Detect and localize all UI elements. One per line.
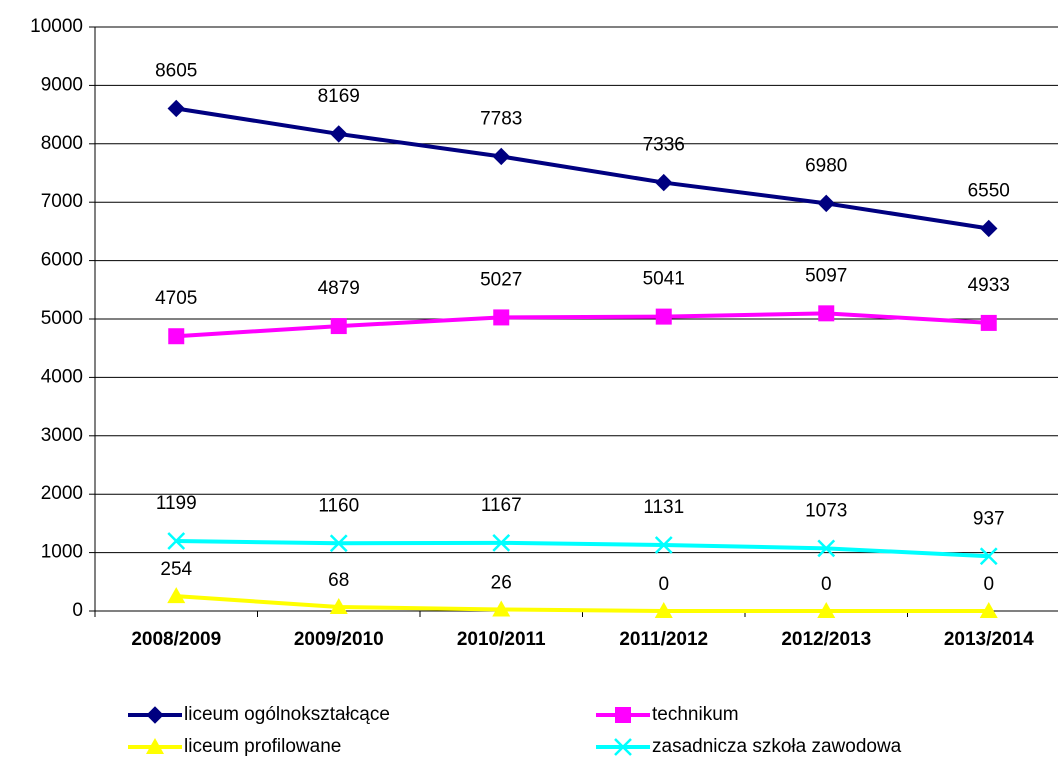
data-label: 5041 (643, 269, 685, 290)
legend-marker (146, 738, 164, 754)
data-label: 7336 (643, 135, 685, 156)
legend-marker (615, 707, 631, 723)
y-tick-label: 4000 (41, 366, 83, 387)
data-label: 0 (983, 574, 994, 595)
data-point (168, 328, 185, 345)
y-tick-label: 10000 (30, 16, 83, 37)
data-point (655, 173, 673, 192)
legend-marker (146, 706, 164, 724)
data-label: 5027 (480, 269, 522, 290)
data-point (167, 99, 185, 118)
y-tick-label: 1000 (41, 542, 83, 563)
data-point (817, 602, 836, 618)
legend-label: liceum ogólnokształcące (184, 704, 390, 725)
data-label: 7783 (480, 108, 522, 129)
data-label: 1199 (156, 493, 197, 514)
data-point (167, 587, 186, 604)
data-point (979, 547, 998, 566)
x-tick-label: 2008/2009 (131, 629, 221, 650)
data-label: 6550 (968, 180, 1010, 201)
data-label: 26 (491, 572, 512, 593)
data-label: 4933 (968, 275, 1010, 296)
data-label: 8169 (318, 86, 360, 107)
y-tick-label: 2000 (41, 483, 83, 504)
data-point (655, 308, 672, 325)
data-point (654, 602, 673, 618)
legend-label: liceum profilowane (184, 736, 341, 757)
data-label: 0 (821, 574, 832, 595)
x-tick-label: 2011/2012 (619, 629, 708, 650)
data-point (492, 533, 511, 552)
data-label: 4879 (318, 278, 360, 299)
x-tick-label: 2012/2013 (781, 629, 871, 650)
data-label: 1073 (805, 500, 847, 521)
y-tick-label: 3000 (41, 425, 83, 446)
data-label: 68 (328, 570, 349, 591)
y-tick-label: 7000 (41, 191, 83, 212)
y-tick-label: 8000 (41, 133, 83, 154)
data-label: 937 (973, 508, 1005, 529)
data-label: 5097 (805, 265, 847, 286)
y-tick-label: 9000 (41, 74, 83, 95)
data-label: 6980 (805, 155, 847, 176)
legend-label: technikum (652, 704, 739, 725)
data-point (493, 309, 510, 326)
series-line (176, 594, 989, 613)
x-tick-label: 2010/2011 (457, 629, 546, 650)
data-point (330, 125, 348, 143)
data-label: 1131 (643, 497, 684, 518)
legend-label: zasadnicza szkoła zawodowa (652, 736, 902, 757)
y-tick-label: 0 (72, 600, 83, 621)
data-point (818, 305, 835, 322)
x-tick-label: 2013/2014 (944, 629, 1034, 650)
data-label: 1160 (318, 495, 359, 516)
data-point (492, 600, 511, 617)
data-point (979, 602, 998, 618)
x-tick-label: 2009/2010 (294, 629, 384, 650)
data-point (654, 536, 673, 554)
data-point (330, 318, 347, 335)
data-label: 8605 (155, 60, 197, 81)
data-label: 1167 (481, 495, 522, 516)
y-tick-label: 6000 (41, 250, 83, 271)
data-point (167, 532, 186, 550)
data-point (492, 147, 510, 166)
data-point (980, 219, 998, 238)
series-line (176, 311, 989, 339)
data-label: 0 (658, 574, 669, 595)
series-line (175, 106, 990, 231)
data-point (980, 314, 997, 331)
data-point (329, 598, 348, 615)
y-tick-label: 5000 (41, 308, 83, 329)
legend-marker (614, 738, 632, 756)
data-label: 4705 (155, 288, 197, 309)
data-point (817, 539, 836, 558)
data-point (817, 194, 835, 213)
series-line (176, 538, 989, 559)
data-label: 254 (160, 559, 192, 580)
data-point (329, 534, 348, 553)
